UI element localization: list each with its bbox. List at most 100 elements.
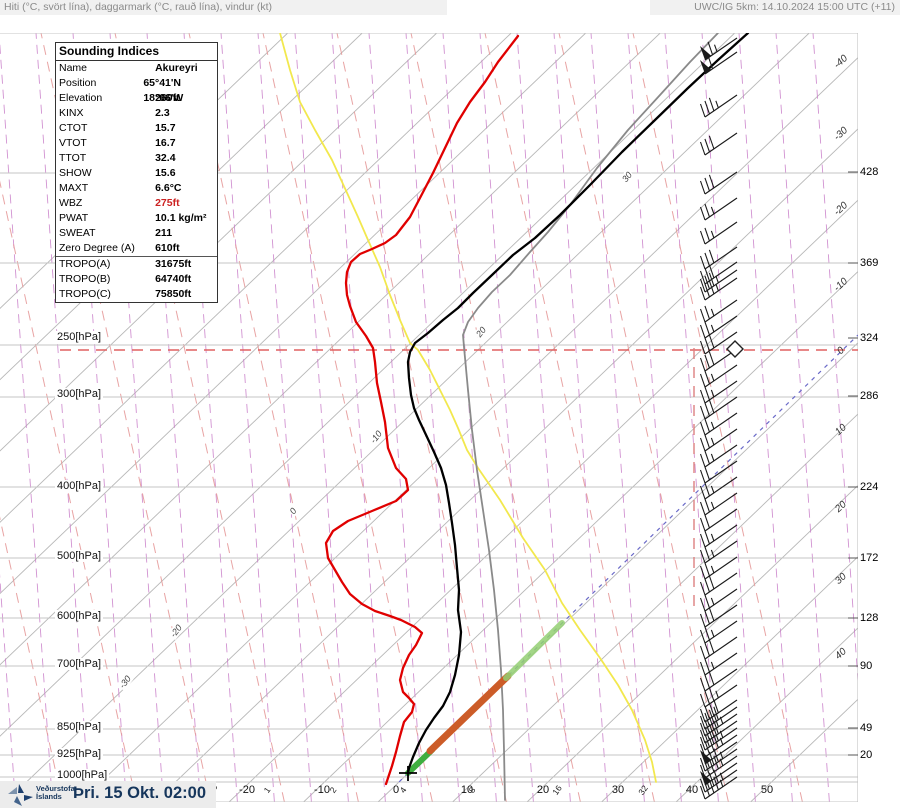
index-value: 10.1 kg/m² bbox=[155, 212, 207, 224]
index-label: TTOT bbox=[59, 152, 87, 164]
index-label: SHOW bbox=[59, 167, 92, 179]
moist-adiabat bbox=[40, 33, 211, 802]
model-run-bar: UWC/IG 5km: 14.10.2024 15:00 UTC (+11) bbox=[650, 0, 900, 15]
grid-isotherm bbox=[0, 33, 438, 452]
index-label: TROPO(A) bbox=[59, 258, 111, 270]
pressure-label: 300[hPa] bbox=[55, 388, 104, 400]
dry-adiabat bbox=[0, 573, 16, 802]
wind-barb bbox=[699, 396, 738, 420]
index-label: Position bbox=[59, 77, 97, 89]
index-label: MAXT bbox=[59, 182, 89, 194]
height-label: 224 bbox=[860, 481, 879, 493]
wind-barbs bbox=[699, 37, 738, 800]
wind-barb bbox=[699, 94, 738, 118]
wind-barb bbox=[699, 261, 738, 285]
index-value: 2.3 bbox=[155, 107, 170, 119]
pressure-label: 500[hPa] bbox=[55, 550, 104, 562]
grid-isotherm bbox=[303, 270, 858, 802]
dry-adiabat bbox=[257, 33, 312, 802]
index-value: 75850ft bbox=[155, 288, 192, 300]
moist-adiabat bbox=[0, 516, 63, 802]
wind-barb bbox=[699, 221, 738, 245]
dry-adiabat bbox=[331, 33, 386, 802]
yellow-curve bbox=[279, 33, 657, 783]
model-curve bbox=[462, 33, 719, 801]
legend-text: Hiti (°C, svört lína), daggarmark (°C, r… bbox=[4, 1, 273, 13]
index-value: 211 bbox=[155, 227, 173, 239]
wind-barb bbox=[699, 364, 738, 388]
moist-adiabat bbox=[0, 180, 137, 802]
grid-isotherm bbox=[0, 33, 363, 381]
wind-barb bbox=[699, 246, 738, 270]
wind-barb bbox=[699, 299, 738, 323]
height-label: 90 bbox=[860, 660, 873, 672]
temp-label-bottom: 30 bbox=[611, 784, 625, 796]
temp-label-bottom: 50 bbox=[760, 784, 774, 796]
indices-row: WBZ 275ft bbox=[56, 196, 217, 211]
logo-line1: Veðurstofa bbox=[36, 784, 75, 793]
wind-barb bbox=[699, 444, 738, 468]
grid-isotherm bbox=[154, 128, 858, 802]
level-diamond-handle[interactable] bbox=[726, 340, 744, 358]
index-label: CTOT bbox=[59, 122, 88, 134]
wind-barb bbox=[699, 727, 738, 751]
dry-adiabat bbox=[479, 33, 534, 802]
index-value: Akureyri bbox=[155, 62, 198, 74]
temp-label-bottom: -20 bbox=[239, 784, 255, 796]
dry-adiabat bbox=[109, 33, 164, 802]
temp-label-bottom: 20 bbox=[536, 784, 550, 796]
index-value: 610ft bbox=[155, 242, 180, 254]
model-run-text: UWC/IG 5km: 14.10.2024 15:00 UTC (+11) bbox=[694, 1, 895, 13]
dry-adiabat bbox=[627, 33, 682, 802]
indices-row: CTOT 15.7 bbox=[56, 121, 217, 136]
indices-row: SWEAT 211 bbox=[56, 226, 217, 241]
grid-isotherm bbox=[452, 413, 858, 802]
wind-barb bbox=[699, 572, 738, 596]
grid-isotherm bbox=[0, 33, 587, 595]
index-value: 31675ft bbox=[155, 258, 192, 270]
index-label: KINX bbox=[59, 107, 84, 119]
index-value: 275ft bbox=[155, 197, 180, 209]
parcel-segment bbox=[426, 672, 512, 755]
wind-barb bbox=[699, 412, 738, 436]
indices-row: Position 65°41'N 18°06'W bbox=[56, 76, 217, 104]
dry-adiabat bbox=[368, 33, 423, 802]
dry-adiabat bbox=[72, 33, 127, 802]
wind-barb bbox=[699, 748, 738, 772]
wind-barb bbox=[699, 588, 738, 612]
wind-barb bbox=[699, 197, 738, 221]
valid-time-label: Þri. 15 Okt. 02:00 bbox=[73, 784, 206, 802]
pressure-label: 925[hPa] bbox=[55, 748, 104, 760]
dry-adiabat bbox=[146, 33, 201, 802]
index-value: 16.7 bbox=[155, 137, 176, 149]
dewpoint-curve bbox=[324, 34, 520, 786]
index-label: Elevation bbox=[59, 92, 103, 104]
wind-barb bbox=[699, 331, 738, 355]
indices-row: Name Akureyri bbox=[56, 61, 217, 76]
wind-barb bbox=[699, 171, 738, 195]
indices-rows: Name Akureyri Position 65°41'N 18°06'W Eleva… bbox=[56, 61, 217, 302]
footer-bar: Veðurstofa Íslands Þri. 15 Okt. 02:00 bbox=[0, 781, 216, 808]
grid-isotherm bbox=[79, 56, 858, 802]
height-label: 324 bbox=[860, 332, 879, 344]
wind-barb bbox=[699, 524, 738, 548]
indices-row: Elevation 260ft bbox=[56, 91, 217, 106]
wind-barb bbox=[699, 556, 738, 580]
moist-adiabat bbox=[114, 33, 285, 802]
logo-line2: Íslands bbox=[36, 792, 62, 801]
dry-adiabat bbox=[590, 33, 645, 802]
moist-adiabat bbox=[410, 33, 581, 802]
index-value: 65°41'N 18°06'W bbox=[143, 77, 184, 104]
wind-barb bbox=[699, 269, 738, 293]
height-label: 369 bbox=[860, 257, 879, 269]
index-value: 15.7 bbox=[155, 122, 176, 134]
indices-row: TROPO(A) 31675ft bbox=[56, 256, 217, 272]
grid-isotherm bbox=[601, 556, 858, 802]
index-value: 64740ft bbox=[155, 273, 192, 285]
dry-adiabat bbox=[553, 33, 608, 802]
wind-barb bbox=[699, 132, 738, 156]
grid-isotherm bbox=[526, 484, 858, 802]
indices-row: VTOT 16.7 bbox=[56, 136, 217, 151]
wind-barb bbox=[700, 51, 738, 75]
